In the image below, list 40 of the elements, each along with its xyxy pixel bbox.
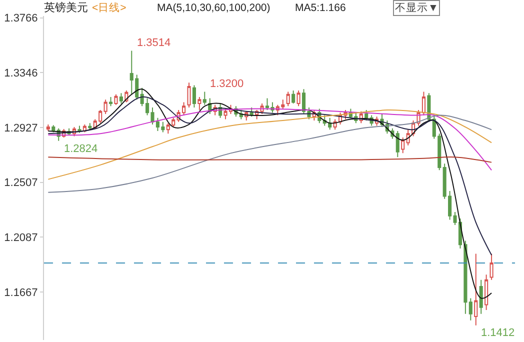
candlestick [114, 94, 118, 106]
candlestick [296, 90, 300, 107]
candlestick [78, 125, 82, 134]
y-tick-label: 1.2507 [4, 177, 38, 190]
text: MA5:1.166 [295, 2, 346, 14]
candlestick [401, 137, 405, 154]
y-tick-label: 1.1667 [4, 286, 38, 299]
line-series [48, 114, 492, 193]
y-tick-label: 1.3346 [4, 68, 38, 80]
text: 不显示▼ [395, 2, 438, 14]
candlestick [468, 298, 472, 321]
y-tick-label: 1.2927 [4, 122, 38, 134]
candlestick [88, 122, 92, 130]
candlestick [474, 253, 478, 326]
candlestick [104, 99, 108, 114]
candlestick [119, 92, 123, 104]
candlestick [198, 96, 202, 111]
line-series [48, 88, 492, 299]
annotation: 1.3514 [137, 37, 171, 49]
candlestick [292, 90, 296, 104]
candlestick [422, 91, 426, 116]
candlestick [108, 96, 113, 107]
candlestick [286, 91, 290, 107]
candlestick [202, 91, 206, 106]
candlestick [479, 279, 483, 314]
candlestick [192, 84, 196, 108]
chart-title: 英镑美元 [44, 1, 88, 14]
text: MA(5,10,30,60,100,200) [157, 2, 270, 14]
y-tick-label: 1.2087 [4, 232, 38, 244]
candlestick [187, 82, 191, 108]
text: <日线> [92, 1, 126, 14]
candlestick [490, 253, 494, 280]
candlestick [484, 274, 488, 310]
annotation: 1.1412 [481, 327, 515, 339]
candlestick [46, 124, 50, 132]
y-tick-label: 1.3766 [4, 12, 38, 25]
annotation: 1.2824 [64, 143, 98, 155]
line-series [48, 96, 492, 256]
candlestick [396, 130, 400, 158]
annotation: 1.3200 [210, 78, 244, 90]
